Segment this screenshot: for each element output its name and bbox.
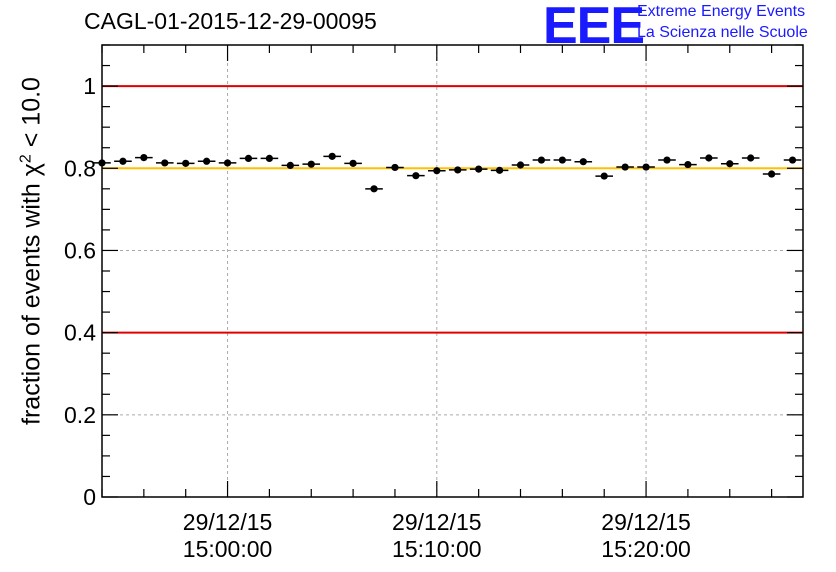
data-point (391, 163, 399, 172)
data-point (537, 156, 546, 164)
x-tick-label-time: 15:20:00 (601, 536, 691, 562)
data-point (516, 161, 525, 169)
data-point (579, 158, 587, 166)
data-point (307, 160, 315, 168)
logo-text-line1: Extreme Energy Events (637, 3, 806, 20)
x-tick-label-time: 15:00:00 (183, 536, 273, 562)
x-tick-label-date: 29/12/15 (392, 509, 482, 535)
data-point (182, 159, 190, 167)
data-point (788, 156, 797, 164)
y-tick-label: 0 (83, 484, 96, 510)
y-tick-label: 0.8 (64, 155, 96, 181)
data-point (265, 154, 274, 163)
data-point (223, 159, 232, 167)
data-point (119, 157, 127, 165)
data-point (768, 170, 776, 178)
data-point (203, 157, 211, 165)
data-point (558, 156, 566, 164)
data-point (433, 167, 441, 175)
data-point (684, 160, 692, 169)
y-tick-label: 0.6 (64, 237, 96, 263)
logo-text-line2: La Scienza nelle Scuole (637, 24, 808, 41)
y-tick-label: 0.2 (64, 402, 96, 428)
data-point (412, 172, 420, 180)
data-point (454, 166, 462, 174)
eee-logo: EEE (543, 0, 645, 55)
data-point (140, 153, 148, 162)
reference-lines (102, 85, 803, 334)
y-tick-label: 0.4 (64, 320, 96, 346)
axes (101, 44, 804, 498)
data-point (726, 160, 734, 168)
tick-labels: 00.20.40.60.8129/12/1515:00:0029/12/1515… (64, 73, 691, 562)
data-point (705, 154, 713, 162)
plot-frame (101, 44, 804, 498)
data-point (495, 166, 504, 174)
data-point (600, 172, 608, 180)
x-tick-label-time: 15:10:00 (392, 536, 482, 562)
x-tick-label-date: 29/12/15 (601, 509, 691, 535)
data-point (475, 165, 483, 173)
data-points (93, 152, 802, 193)
data-point (747, 154, 755, 162)
chi-symbol: χ (17, 163, 46, 177)
chi-exponent: 2 (17, 154, 35, 164)
y-axis-label: fraction of events with χ2 < 10.0 (17, 77, 46, 425)
data-point (370, 185, 378, 193)
y-tick-label: 1 (83, 73, 96, 99)
chart-title: CAGL-01-2015-12-29-00095 (84, 8, 377, 34)
data-point (161, 159, 169, 167)
data-point (663, 156, 671, 164)
data-point (621, 163, 629, 171)
y-axis-label-prefix: fraction of events with (17, 176, 46, 425)
grid-layer (102, 45, 803, 497)
y-axis-label-suffix: < 10.0 (17, 77, 46, 155)
data-point (244, 154, 253, 163)
data-point (328, 152, 336, 160)
data-point (642, 163, 650, 171)
data-point (286, 161, 294, 169)
x-tick-label-date: 29/12/15 (183, 509, 273, 535)
data-point (349, 159, 357, 167)
